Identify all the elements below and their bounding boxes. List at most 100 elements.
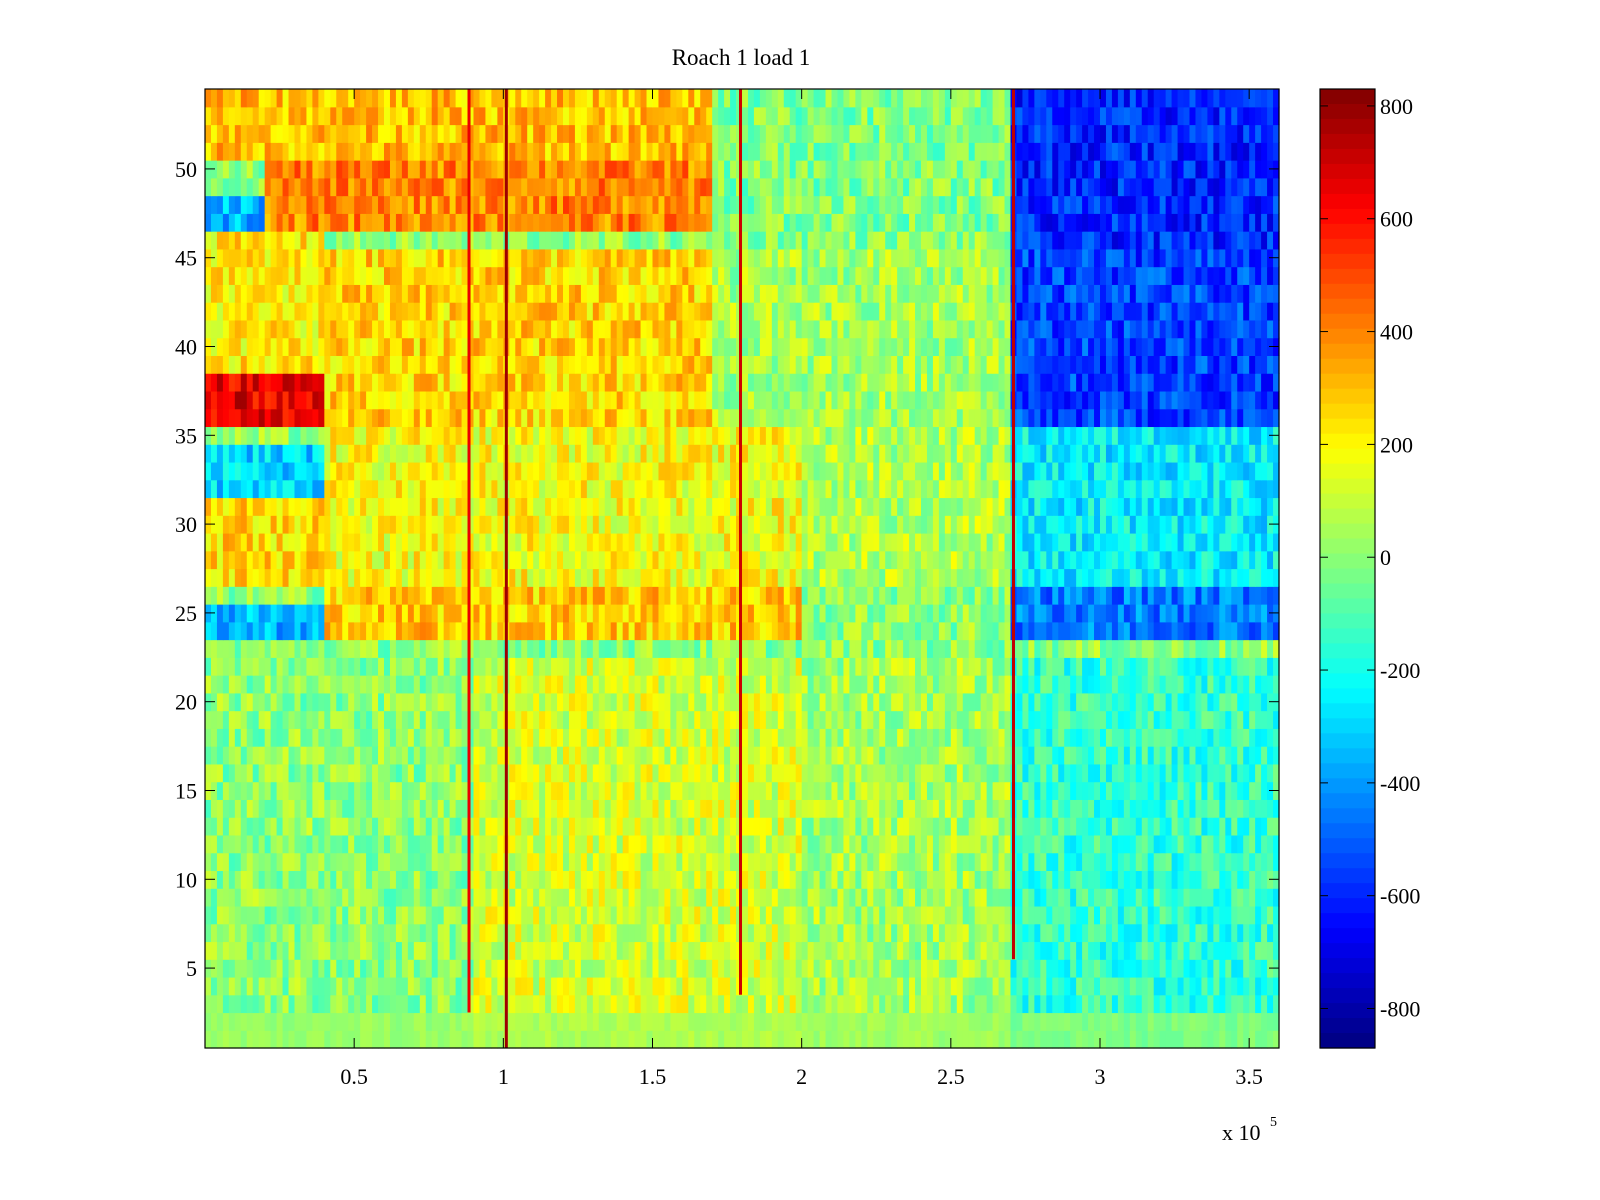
heatmap-cell [246,692,254,712]
heatmap-cell [1213,888,1220,907]
heatmap-cell [724,923,731,943]
heatmap-cell [813,976,821,996]
heatmap-cell [694,941,701,960]
heatmap-cell [1111,568,1119,587]
heatmap-cell [730,550,737,570]
heatmap-cell [222,710,230,729]
heatmap-cell [897,834,904,854]
heatmap-cell [682,834,689,854]
heatmap-cell [461,710,469,729]
heatmap-cell [968,604,976,623]
heatmap-cell [1207,639,1214,658]
heatmap-cell [401,586,409,605]
heatmap-cell [980,941,988,960]
heatmap-cell [491,550,498,570]
heatmap-cell [1159,763,1167,783]
heatmap-cell [843,852,850,872]
heatmap-cell [592,639,600,658]
heatmap-cell [903,923,910,943]
heatmap-cell [1243,799,1250,818]
heatmap-cell [276,710,284,729]
heatmap-cell [670,1012,677,1031]
heatmap-cell [724,976,731,996]
heatmap-cell [389,657,397,676]
heatmap-cell [986,959,994,978]
heatmap-cell [1022,959,1029,978]
heatmap-cell [1022,763,1029,783]
heatmap-cell [1058,621,1065,641]
heatmap-cell [926,852,934,872]
heatmap-cell [1105,817,1113,836]
heatmap-cell [932,604,940,623]
heatmap-cell [568,834,576,854]
heatmap-cell [312,586,319,605]
heatmap-cell [1123,710,1131,729]
heatmap-cell [360,586,367,605]
heatmap-cell [354,959,361,978]
heatmap-cell [706,639,713,658]
heatmap-cell [1237,710,1244,729]
heatmap-cell [1016,763,1024,783]
heatmap-cell [276,763,284,783]
heatmap-cell [926,959,934,978]
heatmap-cell [706,976,713,996]
heatmap-cell [819,1012,827,1031]
heatmap-cell [336,692,343,712]
heatmap-cell [1219,870,1226,889]
heatmap-cell [962,657,970,676]
heatmap-cell [240,817,248,836]
heatmap-cell [294,817,302,836]
heatmap-cell [861,728,868,747]
heatmap-cell [431,568,439,587]
heatmap-cell [1135,852,1143,872]
heatmap-cell [336,994,343,1014]
heatmap-cell [485,639,492,658]
heatmap-cell [789,586,797,605]
heatmap-cell [419,905,427,925]
heatmap-cell [312,568,319,587]
heatmap-cell [843,675,850,694]
heatmap-cell [1135,728,1143,747]
heatmap-cell [694,675,701,694]
heatmap-cell [1153,781,1161,800]
heatmap-cell [1052,905,1059,925]
heatmap-cell [300,976,308,996]
heatmap-cell [240,692,248,712]
heatmap-cell [1261,941,1268,960]
heatmap-cell [742,994,749,1014]
heatmap-cell [1123,586,1131,605]
heatmap-cell [855,1030,862,1049]
heatmap-cell [974,621,982,641]
heatmap-cell [515,692,522,712]
heatmap-cell [759,905,767,925]
heatmap-cell [676,550,683,570]
heatmap-cell [479,817,487,836]
heatmap-cell [867,1030,874,1049]
heatmap-cell [873,781,880,800]
heatmap-cell [1177,657,1185,676]
heatmap-cell [1004,746,1012,765]
heatmap-cell [1255,852,1262,872]
heatmap-cell [771,888,779,907]
heatmap-cell [372,959,379,978]
heatmap-cell [1040,657,1047,676]
heatmap-cell [1147,959,1155,978]
heatmap-cell [467,586,475,605]
heatmap-cell [473,959,481,978]
heatmap-cell [938,728,946,747]
heatmap-cell [843,799,850,818]
heatmap-cell [664,976,671,996]
heatmap-cell [694,870,701,889]
heatmap-cell [938,905,946,925]
heatmap-cell [545,888,552,907]
heatmap-cell [1219,746,1226,765]
heatmap-cell [551,550,558,570]
heatmap-cell [843,870,850,889]
heatmap-cell [1183,710,1191,729]
heatmap-cell [515,586,522,605]
heatmap-cell [586,586,594,605]
heatmap-cell [563,852,570,872]
heatmap-cell [807,923,815,943]
heatmap-cell [1088,976,1095,996]
heatmap-cell [932,692,940,712]
